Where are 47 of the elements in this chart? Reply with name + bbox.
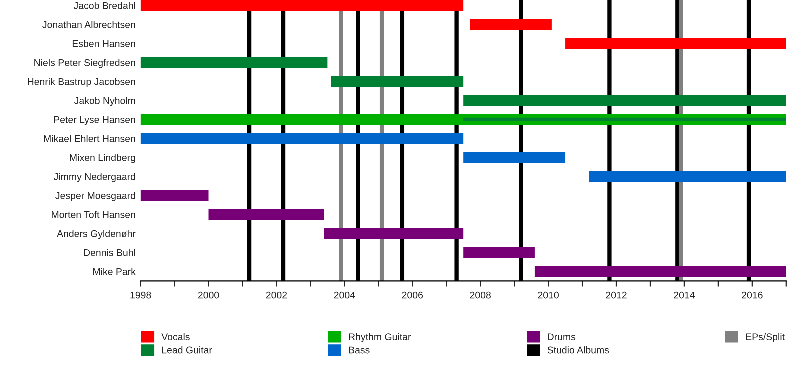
- legend-label: Lead Guitar: [162, 346, 212, 354]
- bar: [464, 118, 786, 122]
- legend-label: Bass: [349, 346, 370, 354]
- bar: [140, 133, 464, 144]
- bar: [140, 0, 464, 12]
- bar: [470, 19, 552, 30]
- bar: [140, 57, 328, 68]
- legend-label: Rhythm Guitar: [349, 333, 412, 342]
- y-tick-label: Mixen Lindberg: [70, 154, 136, 164]
- x-tick-label: 2006: [402, 292, 424, 299]
- y-tick-label: Jacob Bredahl: [74, 2, 136, 10]
- x-tick-label: 2012: [606, 292, 627, 299]
- x-tick-label: 2000: [198, 292, 220, 299]
- y-tick-label: Jesper Moesgaard: [56, 192, 136, 202]
- bar: [140, 190, 209, 202]
- bar: [324, 228, 464, 240]
- y-tick-label: Niels Peter Siegfredsen: [34, 59, 136, 68]
- bar: [534, 266, 786, 278]
- legend-label: Studio Albums: [548, 346, 610, 354]
- x-tick-label: 2004: [334, 292, 356, 299]
- legend-label: EPs/Split: [746, 333, 785, 342]
- bar: [464, 247, 535, 258]
- x-tick-label: 2014: [674, 292, 695, 299]
- bar: [566, 38, 786, 50]
- legend-label: Vocals: [162, 333, 190, 340]
- bar: [464, 152, 566, 164]
- x-tick-label: 2010: [538, 292, 559, 299]
- x-tick-label: 2002: [266, 292, 288, 299]
- y-tick-label: Esben Hansen: [72, 40, 136, 48]
- y-tick-label: Anders Gyldenøhr: [57, 230, 136, 240]
- x-tick-label: 2016: [742, 292, 763, 299]
- bar: [589, 171, 786, 182]
- y-tick-label: Jimmy Nedergaard: [54, 173, 136, 182]
- y-tick-label: Morten Toft Hansen: [52, 211, 136, 218]
- y-tick-label: Mikael Ehlert Hansen: [44, 135, 136, 142]
- bar: [464, 95, 786, 106]
- y-tick-label: Jakob Nyholm: [74, 97, 136, 106]
- y-tick-label: Henrik Bastrup Jacobsen: [28, 78, 136, 88]
- bar: [208, 209, 324, 220]
- legend-label: Drums: [548, 334, 576, 340]
- x-tick-label: 2008: [470, 292, 491, 299]
- y-tick-label: Jonathan Albrechtsen: [42, 21, 136, 28]
- y-tick-label: Mike Park: [94, 268, 136, 276]
- y-tick-label: Dennis Buhl: [84, 249, 136, 256]
- y-tick-label: Peter Lyse Hansen: [54, 116, 136, 126]
- bar: [331, 76, 464, 88]
- x-tick-label: 1998: [130, 292, 152, 299]
